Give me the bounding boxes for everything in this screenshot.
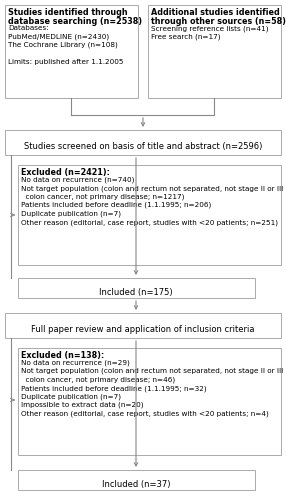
Bar [18, 470, 255, 490]
Text: PubMed/MEDLINE (n=2430): PubMed/MEDLINE (n=2430) [8, 34, 109, 40]
Text: Included (n=175): Included (n=175) [99, 288, 173, 297]
Text: Excluded (n=138):: Excluded (n=138): [21, 351, 104, 360]
Text: Free search (n=17): Free search (n=17) [151, 34, 221, 40]
Bar [5, 130, 281, 155]
Text: Duplicate publication (n=7): Duplicate publication (n=7) [21, 394, 121, 400]
Text: Studies screened on basis of title and abstract (n=2596): Studies screened on basis of title and a… [24, 142, 262, 151]
Bar [5, 313, 281, 338]
Text: Not target population (colon and rectum not separated, not stage II or III: Not target population (colon and rectum … [21, 185, 283, 192]
Text: Not target population (colon and rectum not separated, not stage II or III: Not target population (colon and rectum … [21, 368, 283, 374]
Text: Patients included before deadline (1.1.1995; n=206): Patients included before deadline (1.1.1… [21, 202, 211, 208]
Text: through other sources (n=58): through other sources (n=58) [151, 16, 286, 26]
Bar [148, 5, 281, 98]
Bar [5, 5, 138, 98]
Text: Limits: published after 1.1.2005: Limits: published after 1.1.2005 [8, 59, 124, 65]
Bar [18, 278, 255, 298]
Text: database searching (n=2538): database searching (n=2538) [8, 16, 142, 26]
Text: Studies identified through: Studies identified through [8, 8, 128, 17]
Text: Patients included before deadline (1.1.1995; n=32): Patients included before deadline (1.1.1… [21, 385, 206, 392]
Text: No data on recurrence (n=740): No data on recurrence (n=740) [21, 176, 134, 183]
Text: colon cancer, not primary disease; n=1217): colon cancer, not primary disease; n=121… [21, 194, 184, 200]
Text: Full paper review and application of inclusion criteria: Full paper review and application of inc… [31, 325, 255, 334]
Text: Additional studies identified: Additional studies identified [151, 8, 280, 17]
Text: The Cochrane Library (n=108): The Cochrane Library (n=108) [8, 42, 118, 48]
Text: Databases:: Databases: [8, 25, 49, 31]
Bar [18, 348, 281, 455]
Text: Excluded (n=2421):: Excluded (n=2421): [21, 168, 110, 177]
Text: colon cancer, not primary disease; n=46): colon cancer, not primary disease; n=46) [21, 376, 175, 383]
Text: No data on recurrence (n=29): No data on recurrence (n=29) [21, 360, 130, 366]
Bar [18, 165, 281, 265]
Text: Included (n=37): Included (n=37) [102, 480, 170, 489]
Text: Impossible to extract data (n=20): Impossible to extract data (n=20) [21, 402, 144, 408]
Text: Screening reference lists (n=41): Screening reference lists (n=41) [151, 25, 269, 32]
Text: Other reason (editorial, case report, studies with <20 patients; n=251): Other reason (editorial, case report, st… [21, 219, 278, 226]
Text: Duplicate publication (n=7): Duplicate publication (n=7) [21, 210, 121, 217]
Text: Other reason (editorial, case report, studies with <20 patients; n=4): Other reason (editorial, case report, st… [21, 410, 269, 417]
